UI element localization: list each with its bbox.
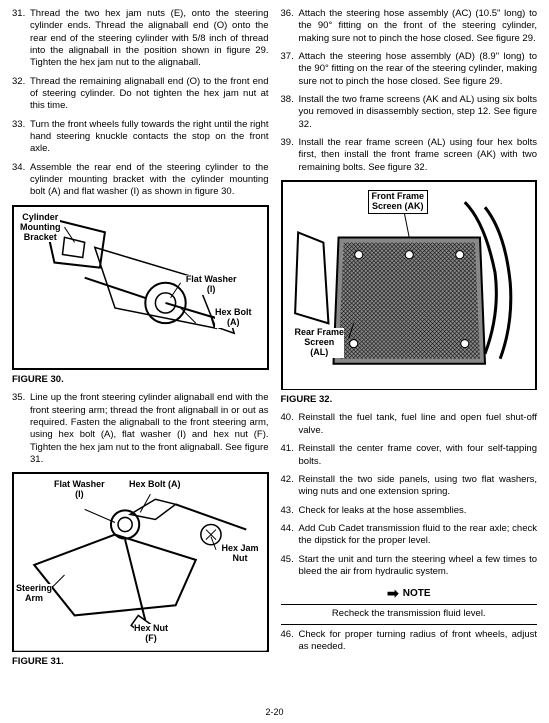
step-number: 45. xyxy=(281,554,299,579)
step-40: 40. Reinstall the fuel tank, fuel line a… xyxy=(281,412,538,437)
step-35: 35. Line up the front steering cylinder … xyxy=(12,392,269,466)
figure-30-caption: FIGURE 30. xyxy=(12,374,269,386)
label-front-frame-screen: Front FrameScreen (AK) xyxy=(368,190,429,214)
label-cylinder-bracket: CylinderMountingBracket xyxy=(20,213,60,243)
step-32: 32. Thread the remaining alignaball end … xyxy=(12,76,269,113)
step-34: 34. Assemble the rear end of the steerin… xyxy=(12,162,269,199)
step-text: Turn the front wheels fully towards the … xyxy=(30,119,269,156)
step-text: Reinstall the fuel tank, fuel line and o… xyxy=(299,412,538,437)
step-36: 36. Attach the steering hose assembly (A… xyxy=(281,8,538,45)
figure-32-caption: FIGURE 32. xyxy=(281,394,538,406)
step-text: Install the rear frame screen (AL) using… xyxy=(299,137,538,174)
step-number: 31. xyxy=(12,8,30,70)
step-text: Thread the two hex jam nuts (E), onto th… xyxy=(30,8,269,70)
label-flat-washer: Flat Washer(I) xyxy=(186,275,237,295)
step-44: 44. Add Cub Cadet transmission fluid to … xyxy=(281,523,538,548)
step-number: 35. xyxy=(12,392,30,466)
arrow-icon: ➡ xyxy=(387,584,399,602)
figure-32: Front FrameScreen (AK) Rear FrameScreen(… xyxy=(281,180,538,390)
label-hex-bolt: Hex Bolt(A) xyxy=(215,308,252,328)
step-number: 38. xyxy=(281,94,299,131)
step-33: 33. Turn the front wheels fully towards … xyxy=(12,119,269,156)
step-number: 41. xyxy=(281,443,299,468)
note-header: ➡ NOTE xyxy=(281,584,538,602)
step-number: 32. xyxy=(12,76,30,113)
step-number: 39. xyxy=(281,137,299,174)
step-text: Start the unit and turn the steering whe… xyxy=(299,554,538,579)
step-number: 33. xyxy=(12,119,30,156)
step-45: 45. Start the unit and turn the steering… xyxy=(281,554,538,579)
step-number: 42. xyxy=(281,474,299,499)
label-hex-bolt: Hex Bolt (A) xyxy=(129,480,181,490)
step-46: 46. Check for proper turning radius of f… xyxy=(281,629,538,654)
label-steering-arm: SteeringArm xyxy=(16,584,52,604)
step-number: 43. xyxy=(281,505,299,517)
step-number: 46. xyxy=(281,629,299,654)
step-text: Install the two frame screens (AK and AL… xyxy=(299,94,538,131)
label-hex-nut: Hex Nut(F) xyxy=(134,624,168,644)
step-text: Attach the steering hose assembly (AC) (… xyxy=(299,8,538,45)
note-title: NOTE xyxy=(403,587,431,600)
step-text: Reinstall the center frame cover, with f… xyxy=(299,443,538,468)
page-number: 2-20 xyxy=(265,707,283,719)
step-38: 38. Install the two frame screens (AK an… xyxy=(281,94,538,131)
left-column: 31. Thread the two hex jam nuts (E), ont… xyxy=(12,8,269,675)
step-text: Check for leaks at the hose assemblies. xyxy=(299,505,538,517)
step-text: Line up the front steering cylinder alig… xyxy=(30,392,269,466)
right-column: 36. Attach the steering hose assembly (A… xyxy=(281,8,538,675)
step-text: Check for proper turning radius of front… xyxy=(299,629,538,654)
step-text: Reinstall the two side panels, using two… xyxy=(299,474,538,499)
page-columns: 31. Thread the two hex jam nuts (E), ont… xyxy=(12,8,537,675)
label-rear-frame-screen: Rear FrameScreen(AL) xyxy=(295,328,345,358)
note-text: Recheck the transmission fluid level. xyxy=(281,604,538,624)
step-42: 42. Reinstall the two side panels, using… xyxy=(281,474,538,499)
step-41: 41. Reinstall the center frame cover, wi… xyxy=(281,443,538,468)
step-39: 39. Install the rear frame screen (AL) u… xyxy=(281,137,538,174)
step-text: Thread the remaining alignaball end (O) … xyxy=(30,76,269,113)
step-number: 44. xyxy=(281,523,299,548)
note-box: ➡ NOTE Recheck the transmission fluid le… xyxy=(281,584,538,625)
step-number: 36. xyxy=(281,8,299,45)
step-number: 34. xyxy=(12,162,30,199)
step-text: Assemble the rear end of the steering cy… xyxy=(30,162,269,199)
step-31: 31. Thread the two hex jam nuts (E), ont… xyxy=(12,8,269,70)
figure-31-caption: FIGURE 31. xyxy=(12,656,269,668)
step-43: 43. Check for leaks at the hose assembli… xyxy=(281,505,538,517)
step-text: Attach the steering hose assembly (AD) (… xyxy=(299,51,538,88)
label-flat-washer: Flat Washer(I) xyxy=(54,480,105,500)
step-number: 40. xyxy=(281,412,299,437)
figure-31: Flat Washer(I) Hex Bolt (A) Hex JamNut S… xyxy=(12,472,269,652)
step-text: Add Cub Cadet transmission fluid to the … xyxy=(299,523,538,548)
figure-30: CylinderMountingBracket Flat Washer(I) H… xyxy=(12,205,269,370)
step-number: 37. xyxy=(281,51,299,88)
step-37: 37. Attach the steering hose assembly (A… xyxy=(281,51,538,88)
label-hex-jam-nut: Hex JamNut xyxy=(221,544,258,564)
